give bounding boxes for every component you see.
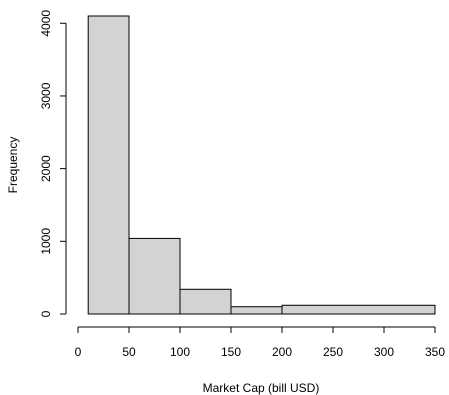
y-axis-title: Frequency bbox=[6, 137, 20, 194]
histogram-bar-4 bbox=[281, 304, 436, 315]
histogram-bar-2 bbox=[179, 288, 232, 315]
x-tick-label: 100 bbox=[170, 345, 190, 359]
y-tick-label: 3000 bbox=[39, 82, 53, 109]
y-tick-label: 4000 bbox=[39, 10, 53, 37]
x-tick-label: 250 bbox=[323, 345, 343, 359]
y-tick-label: 0 bbox=[39, 310, 53, 317]
y-axis: 0 1000 2000 3000 4000 bbox=[39, 10, 67, 317]
y-tick-label: 1000 bbox=[39, 228, 53, 255]
x-tick-label: 350 bbox=[425, 345, 445, 359]
x-axis-title: Market Cap (bill USD) bbox=[203, 381, 320, 395]
x-tick-label: 150 bbox=[221, 345, 241, 359]
x-tick-label: 0 bbox=[75, 345, 82, 359]
x-tick-label: 50 bbox=[122, 345, 136, 359]
histogram-bar-1 bbox=[128, 237, 181, 315]
x-tick-label: 300 bbox=[374, 345, 394, 359]
bars-group bbox=[87, 15, 436, 315]
y-tick-label: 2000 bbox=[39, 155, 53, 182]
x-axis: 0 50 100 150 200 250 300 350 bbox=[75, 326, 445, 359]
histogram-bar-0 bbox=[87, 15, 130, 315]
histogram-bar-3 bbox=[230, 306, 283, 315]
x-tick-label: 200 bbox=[272, 345, 292, 359]
